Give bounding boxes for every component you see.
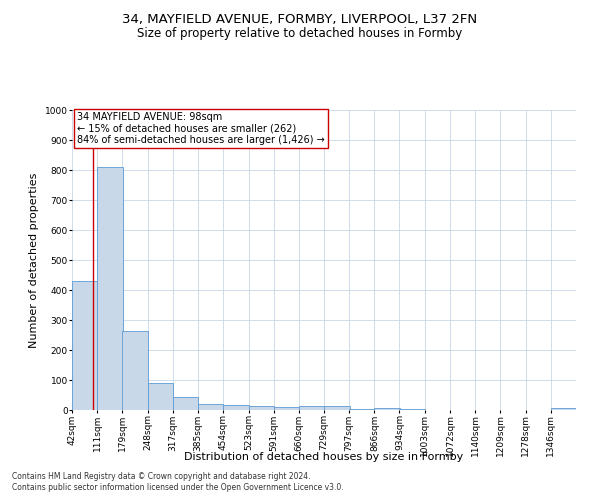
Bar [274, 408, 299, 410]
Text: Contains public sector information licensed under the Open Government Licence v3: Contains public sector information licen… [12, 484, 344, 492]
Bar [72, 281, 97, 410]
Bar [148, 383, 173, 410]
Bar [299, 406, 324, 410]
Bar [223, 404, 248, 410]
Text: 34, MAYFIELD AVENUE, FORMBY, LIVERPOOL, L37 2FN: 34, MAYFIELD AVENUE, FORMBY, LIVERPOOL, … [122, 12, 478, 26]
Bar [400, 409, 425, 410]
Bar [198, 404, 223, 410]
Bar [173, 397, 198, 410]
Bar [324, 406, 350, 410]
Text: Distribution of detached houses by size in Formby: Distribution of detached houses by size … [184, 452, 464, 462]
Bar [551, 408, 576, 410]
Text: Size of property relative to detached houses in Formby: Size of property relative to detached ho… [137, 28, 463, 40]
Bar [97, 167, 122, 410]
Y-axis label: Number of detached properties: Number of detached properties [29, 172, 39, 348]
Text: 34 MAYFIELD AVENUE: 98sqm
← 15% of detached houses are smaller (262)
84% of semi: 34 MAYFIELD AVENUE: 98sqm ← 15% of detac… [77, 112, 325, 144]
Bar [248, 406, 274, 410]
Bar [374, 408, 400, 410]
Text: Contains HM Land Registry data © Crown copyright and database right 2024.: Contains HM Land Registry data © Crown c… [12, 472, 311, 481]
Bar [122, 330, 148, 410]
Bar [349, 408, 374, 410]
